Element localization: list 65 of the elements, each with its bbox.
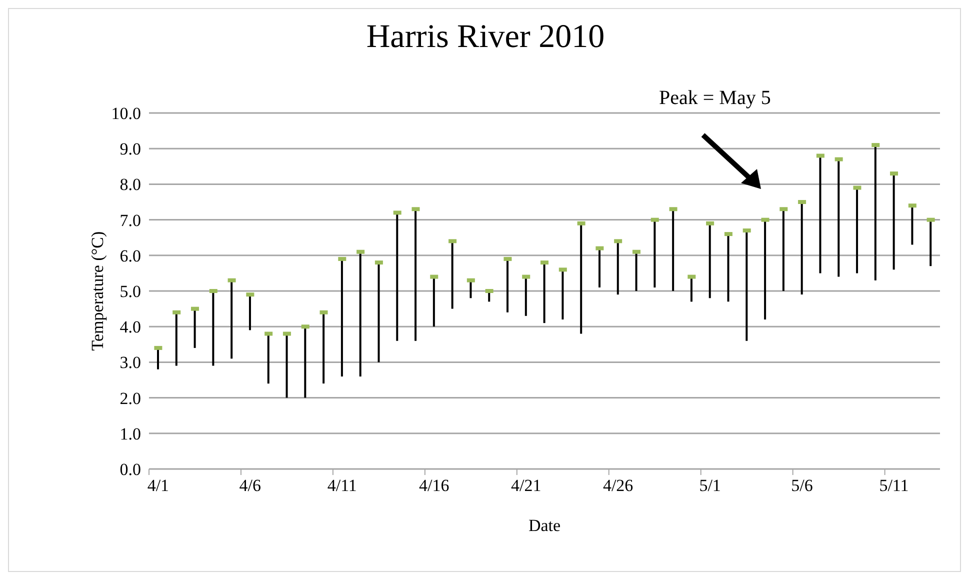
y-tick-label: 1.0 bbox=[120, 424, 141, 444]
bar bbox=[672, 209, 674, 291]
bar bbox=[157, 348, 159, 370]
bar bbox=[378, 262, 380, 362]
bar bbox=[800, 202, 803, 295]
bar bbox=[782, 209, 784, 291]
bar bbox=[598, 248, 600, 288]
x-tick-label: 4/21 bbox=[510, 476, 542, 495]
text: Peak = May 5 bbox=[659, 87, 771, 110]
bar bbox=[506, 258, 509, 312]
y-axis-title: Temperature (°C) bbox=[88, 231, 108, 351]
bar bbox=[340, 258, 343, 376]
x-tick-label: 5/11 bbox=[879, 476, 909, 495]
bar bbox=[248, 294, 251, 330]
bar bbox=[930, 220, 932, 266]
bar bbox=[396, 212, 398, 341]
bar bbox=[708, 223, 711, 298]
bar bbox=[892, 174, 895, 270]
bar bbox=[212, 291, 214, 366]
y-tick-label: 7.0 bbox=[120, 210, 141, 230]
bar bbox=[451, 241, 454, 309]
bar bbox=[654, 220, 656, 288]
x-tick-label: 4/1 bbox=[147, 476, 170, 495]
bar bbox=[562, 270, 564, 320]
bar bbox=[635, 252, 638, 291]
y-tick-label: 8.0 bbox=[120, 175, 141, 194]
y-tick-label: 10.0 bbox=[111, 104, 141, 124]
bar bbox=[432, 276, 435, 327]
bar bbox=[359, 252, 362, 376]
bar bbox=[690, 276, 692, 302]
y-tick-label: 5.0 bbox=[120, 282, 141, 302]
bar bbox=[911, 206, 914, 245]
x-tick-label: 5/6 bbox=[791, 476, 813, 495]
bar bbox=[616, 241, 619, 295]
x-tick-label: 4/6 bbox=[239, 476, 262, 495]
bar bbox=[175, 312, 178, 366]
y-tick-label: 2.0 bbox=[120, 388, 141, 408]
x-tick-label: 4/16 bbox=[419, 476, 450, 495]
x-tick-label: 5/1 bbox=[699, 476, 721, 495]
bar bbox=[580, 223, 582, 334]
bar bbox=[727, 234, 730, 302]
bar bbox=[524, 276, 527, 316]
x-axis-title: Date bbox=[528, 516, 561, 535]
bar bbox=[267, 334, 270, 384]
bar bbox=[764, 220, 766, 320]
bar bbox=[543, 262, 546, 324]
y-tick-label: 4.0 bbox=[120, 318, 141, 337]
bar bbox=[304, 326, 306, 398]
y-tick-label: 3.0 bbox=[120, 353, 141, 372]
y-tick-label: 9.0 bbox=[120, 140, 141, 159]
x-tick-label: 4/26 bbox=[602, 476, 634, 495]
y-tick-label: 0.0 bbox=[120, 460, 141, 480]
y-tick-label: 6.0 bbox=[120, 246, 141, 266]
bar bbox=[230, 280, 233, 359]
chart-title: Harris River 2010 bbox=[365, 19, 606, 56]
bar bbox=[819, 156, 822, 274]
bar bbox=[856, 188, 858, 274]
x-tick-label: 4/11 bbox=[327, 476, 357, 495]
bar bbox=[194, 308, 196, 348]
bar bbox=[414, 209, 417, 341]
bar bbox=[322, 312, 325, 384]
bar bbox=[874, 145, 876, 280]
bar bbox=[838, 159, 840, 277]
bar bbox=[286, 334, 288, 398]
bar bbox=[746, 230, 748, 341]
